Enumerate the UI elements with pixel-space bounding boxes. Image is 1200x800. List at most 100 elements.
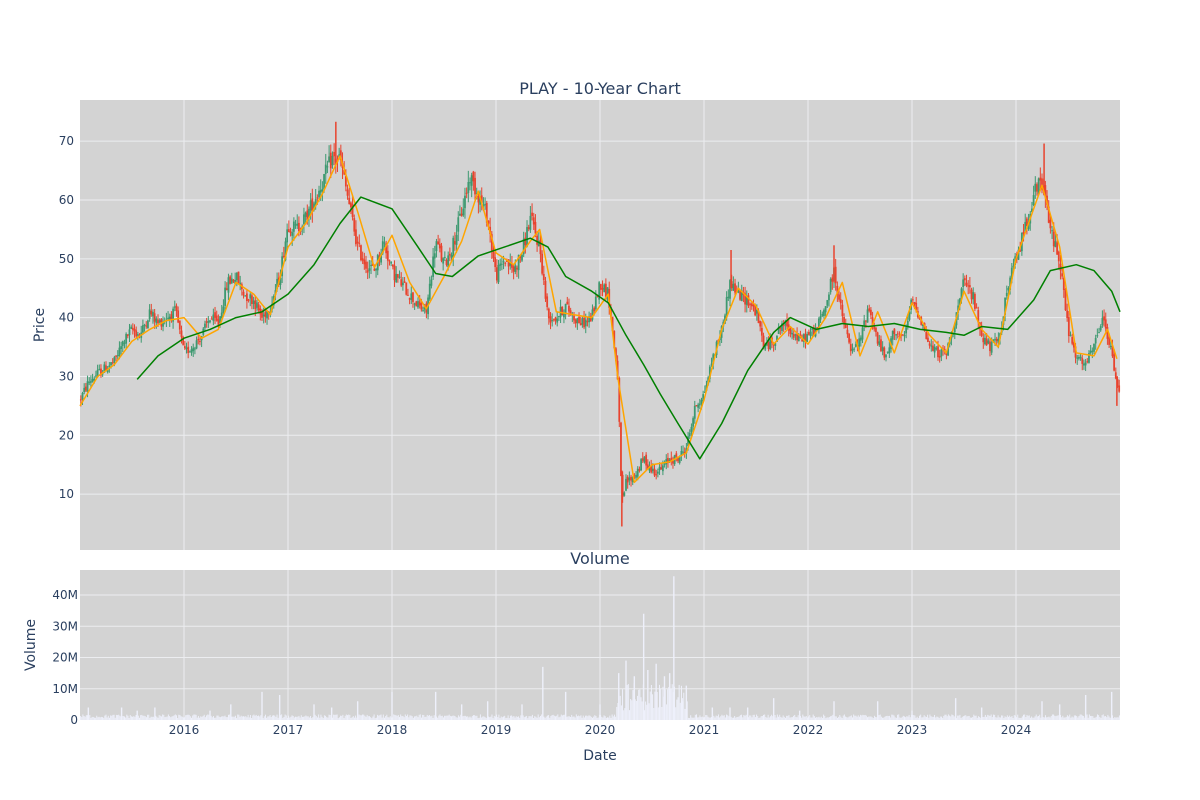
- candle-body: [256, 302, 258, 308]
- candle-body: [368, 268, 371, 271]
- candle-body: [435, 241, 438, 252]
- candle-body: [1061, 273, 1064, 277]
- candle-body: [115, 355, 117, 357]
- candle-body: [412, 292, 414, 302]
- candle-body: [762, 335, 765, 348]
- candle-body: [229, 276, 232, 284]
- candle-body: [851, 348, 854, 351]
- candle-body: [826, 300, 829, 306]
- candle-body: [84, 386, 87, 391]
- candle-body: [1067, 317, 1070, 337]
- candle-body: [361, 258, 364, 261]
- candle-body: [96, 369, 99, 376]
- candle-body: [977, 310, 980, 323]
- candle-body: [776, 335, 778, 342]
- candle-body: [913, 302, 916, 305]
- candle-body: [774, 342, 777, 347]
- candle-body: [943, 348, 946, 351]
- candle-body: [598, 282, 601, 300]
- price-y-tick-label: 20: [59, 428, 74, 442]
- candle-body: [839, 299, 842, 304]
- candle-body: [958, 298, 961, 306]
- candle-body: [351, 204, 354, 218]
- candle-body: [563, 312, 565, 318]
- candle-body: [199, 341, 201, 343]
- candle-body: [854, 344, 857, 347]
- candle-body: [145, 325, 148, 327]
- candle-body: [339, 150, 342, 161]
- candle-body: [1106, 327, 1109, 339]
- candle-body: [1118, 385, 1121, 392]
- candle-body: [246, 293, 248, 302]
- candle-body: [549, 316, 552, 323]
- candle-body: [244, 295, 247, 297]
- candle-body: [651, 468, 654, 472]
- candle-body: [381, 241, 384, 254]
- candle-body: [157, 319, 159, 324]
- candle-body: [801, 339, 804, 342]
- candle-body: [143, 324, 146, 326]
- candle-body: [447, 255, 450, 268]
- candle-body: [366, 270, 369, 273]
- candle-body: [385, 243, 388, 254]
- candle-body: [710, 363, 713, 365]
- candle-body: [262, 314, 265, 317]
- candle-body: [670, 457, 673, 462]
- x-tick-label: 2016: [169, 723, 200, 737]
- candle-body: [1049, 219, 1052, 229]
- candle-body: [452, 237, 455, 258]
- candle-body: [410, 293, 413, 300]
- x-tick-label: 2018: [377, 723, 408, 737]
- candle-body: [1012, 265, 1015, 268]
- candle-body: [1024, 221, 1027, 232]
- candle-body: [777, 326, 780, 334]
- candle-body: [289, 231, 292, 233]
- candle-body: [222, 306, 225, 313]
- candle-body: [698, 403, 701, 406]
- candle-body: [464, 195, 466, 209]
- candle-body: [1091, 350, 1094, 352]
- candle-body: [796, 333, 798, 341]
- candle-body: [197, 338, 200, 341]
- candle-body: [749, 303, 752, 305]
- candle-body: [153, 313, 156, 322]
- candle-body: [1104, 319, 1107, 329]
- candle-body: [329, 152, 332, 169]
- price-panel: 10 20 30 40 50 60 70: [59, 100, 1121, 550]
- candle-body: [744, 293, 746, 305]
- candle-body: [187, 346, 190, 353]
- candle-body: [415, 301, 418, 307]
- candle-body: [802, 334, 805, 342]
- candle-body: [680, 450, 683, 457]
- price-y-tick-label: 60: [59, 193, 74, 207]
- moving-average-long-line: [136, 196, 1121, 460]
- candle-body: [574, 319, 577, 324]
- candle-body: [195, 340, 198, 349]
- candle-body: [1086, 361, 1089, 363]
- candle-body: [546, 296, 549, 308]
- candle-body: [764, 343, 767, 350]
- candle-body: [818, 318, 820, 329]
- candle-body: [306, 210, 309, 221]
- candle-body: [254, 300, 257, 310]
- candle-body: [824, 306, 827, 313]
- candle-body: [663, 463, 666, 465]
- price-y-tick-label: 40: [59, 311, 74, 325]
- candle-body: [927, 337, 929, 342]
- candle-body: [311, 198, 314, 212]
- candle-body: [692, 418, 694, 427]
- candle-body: [120, 346, 122, 349]
- candle-body: [1071, 337, 1074, 344]
- candle-body: [331, 155, 334, 166]
- price-y-tick-label: 10: [59, 487, 74, 501]
- candle-body: [606, 287, 609, 300]
- candle-body: [239, 282, 242, 285]
- candle-body: [708, 366, 711, 379]
- candle-body: [432, 256, 434, 277]
- candle-body: [1007, 287, 1010, 291]
- volume-y-tick-label: 40M: [52, 588, 78, 602]
- candle-body: [170, 314, 173, 320]
- candle-body: [878, 341, 881, 346]
- candle-body: [266, 310, 268, 319]
